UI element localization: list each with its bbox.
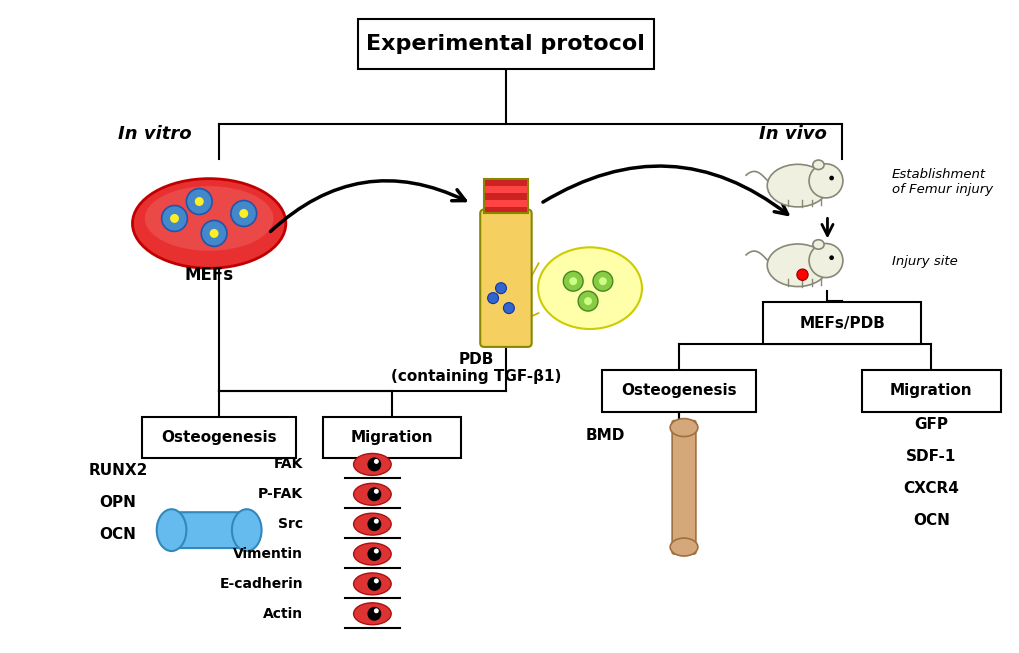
Text: Vimentin: Vimentin [233, 547, 303, 561]
FancyBboxPatch shape [762, 302, 920, 344]
Circle shape [367, 458, 381, 471]
Ellipse shape [354, 453, 391, 475]
Circle shape [230, 200, 257, 227]
Circle shape [367, 607, 381, 621]
Text: RUNX2: RUNX2 [89, 463, 148, 478]
Ellipse shape [669, 419, 697, 436]
Text: Osteogenesis: Osteogenesis [161, 430, 276, 445]
Circle shape [170, 214, 178, 223]
Text: Osteogenesis: Osteogenesis [621, 383, 736, 398]
Text: P-FAK: P-FAK [258, 487, 303, 502]
Circle shape [374, 459, 378, 464]
Ellipse shape [538, 247, 641, 329]
Ellipse shape [132, 179, 285, 268]
Circle shape [367, 517, 381, 531]
Ellipse shape [354, 513, 391, 535]
Ellipse shape [354, 483, 391, 505]
Text: E-cadherin: E-cadherin [219, 577, 303, 591]
Text: OCN: OCN [912, 513, 949, 528]
Circle shape [201, 221, 227, 246]
FancyBboxPatch shape [602, 370, 755, 411]
Circle shape [828, 176, 834, 180]
Ellipse shape [354, 603, 391, 625]
FancyBboxPatch shape [484, 193, 527, 200]
Text: In vivo: In vivo [758, 125, 826, 143]
FancyBboxPatch shape [861, 370, 1000, 411]
Circle shape [367, 577, 381, 591]
Circle shape [239, 209, 248, 218]
Circle shape [503, 302, 514, 313]
Ellipse shape [669, 538, 697, 556]
Ellipse shape [354, 543, 391, 565]
Circle shape [374, 518, 378, 524]
Circle shape [367, 547, 381, 561]
FancyBboxPatch shape [480, 210, 531, 347]
Circle shape [808, 244, 842, 278]
Text: Actin: Actin [263, 607, 303, 621]
Circle shape [569, 278, 577, 285]
Ellipse shape [157, 509, 186, 551]
Circle shape [374, 579, 378, 583]
Ellipse shape [145, 186, 273, 251]
Text: BMD: BMD [585, 428, 624, 443]
Text: Migration: Migration [890, 383, 972, 398]
Circle shape [210, 229, 218, 238]
Circle shape [495, 283, 506, 294]
Circle shape [584, 297, 591, 305]
Circle shape [374, 549, 378, 554]
Circle shape [374, 489, 378, 494]
Text: MEFs/PDB: MEFs/PDB [799, 315, 884, 330]
Circle shape [796, 269, 807, 280]
Circle shape [562, 271, 583, 291]
FancyBboxPatch shape [358, 20, 654, 69]
FancyBboxPatch shape [163, 512, 255, 548]
Text: Establishment
of Femur injury: Establishment of Femur injury [891, 168, 991, 196]
FancyBboxPatch shape [484, 185, 527, 193]
Ellipse shape [354, 573, 391, 595]
FancyBboxPatch shape [484, 206, 527, 214]
Text: OPN: OPN [100, 495, 137, 510]
FancyBboxPatch shape [323, 417, 461, 458]
Text: Src: Src [278, 517, 303, 531]
Ellipse shape [766, 244, 827, 287]
Circle shape [828, 255, 834, 260]
Ellipse shape [812, 240, 823, 249]
Circle shape [161, 206, 187, 231]
Text: OCN: OCN [100, 526, 137, 541]
FancyBboxPatch shape [672, 421, 695, 554]
Text: SDF-1: SDF-1 [905, 449, 956, 464]
Text: In vitro: In vitro [118, 125, 192, 143]
Circle shape [374, 609, 378, 613]
Circle shape [186, 189, 212, 214]
Text: Migration: Migration [351, 430, 433, 445]
Ellipse shape [812, 160, 823, 170]
Ellipse shape [231, 509, 261, 551]
FancyBboxPatch shape [484, 200, 527, 206]
FancyBboxPatch shape [143, 417, 296, 458]
FancyBboxPatch shape [484, 179, 527, 185]
Text: FAK: FAK [273, 457, 303, 471]
Circle shape [195, 197, 204, 206]
Ellipse shape [766, 165, 827, 207]
Text: PDB
(containing TGF-β1): PDB (containing TGF-β1) [390, 351, 560, 384]
Circle shape [578, 291, 597, 311]
Circle shape [487, 293, 498, 304]
Text: MEFs: MEFs [184, 266, 233, 284]
Circle shape [808, 164, 842, 198]
Text: Injury site: Injury site [891, 255, 957, 268]
Text: Experimental protocol: Experimental protocol [366, 34, 645, 54]
Circle shape [598, 278, 606, 285]
Circle shape [592, 271, 612, 291]
Text: GFP: GFP [913, 417, 948, 432]
Text: CXCR4: CXCR4 [903, 481, 958, 496]
Circle shape [367, 487, 381, 502]
